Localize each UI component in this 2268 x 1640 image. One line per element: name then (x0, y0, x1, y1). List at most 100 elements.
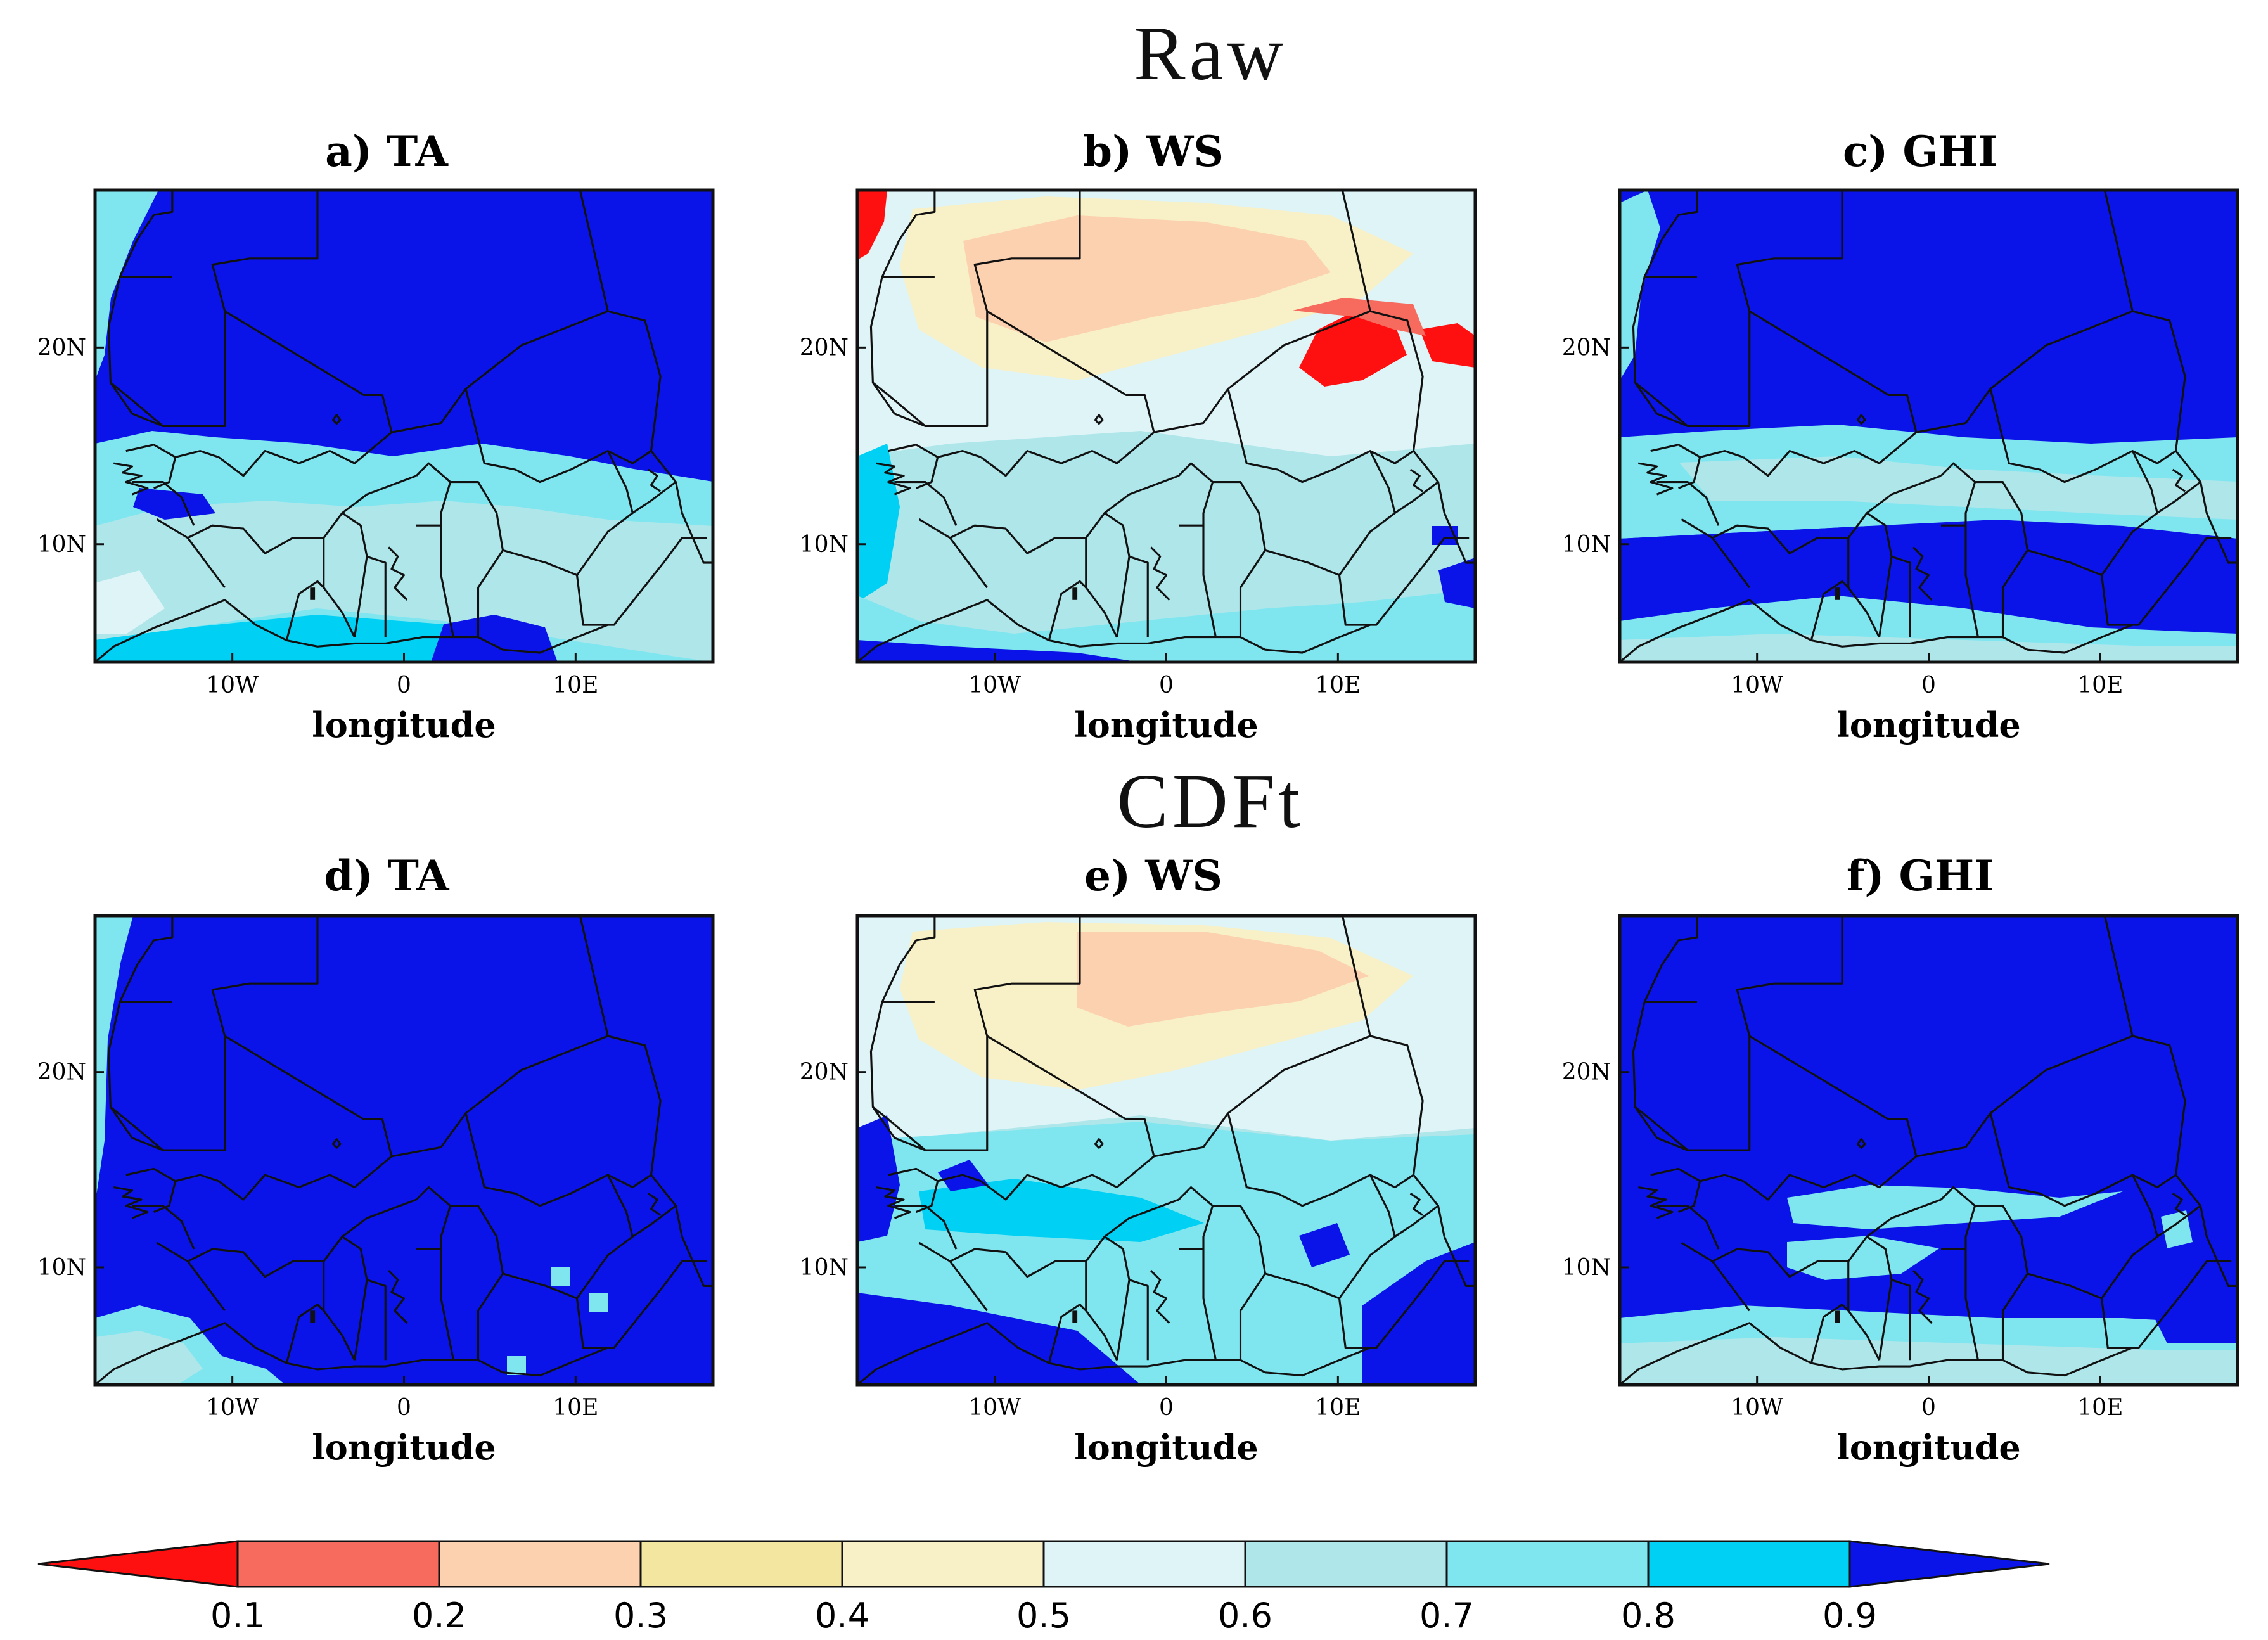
field-b-red-nw (857, 190, 887, 260)
xtick-label-b-2: 10E (1315, 672, 1361, 698)
xtick-label-e-1: 0 (1159, 1395, 1174, 1421)
field-c-sahel-light (1679, 456, 2238, 520)
axes-layer: 10W 0 10E 20N 10N longitude 10W 0 10E 20N 10N longi… (37, 335, 2124, 1468)
xtick-label-e-0: 10W (968, 1395, 1021, 1421)
map-panel-e (855, 914, 1477, 1387)
xtick-label-c-1: 0 (1921, 672, 1936, 698)
axes-b: 10W 0 10E 20N 10N longitude (800, 335, 1361, 745)
colorbar-label-1: 0.2 (412, 1596, 466, 1636)
axes-a: 10W 0 10E 20N 10N longitude (37, 335, 599, 745)
field-e-east-blue (1362, 1242, 1475, 1385)
xtick-label-a-2: 10E (553, 672, 598, 698)
xtick-label-e-2: 10E (1315, 1395, 1361, 1421)
xlabel-b: longitude (1074, 705, 1258, 745)
map-panel-d (93, 914, 715, 1387)
axes-d: 10W 0 10E 20N 10N longitude (37, 1060, 599, 1468)
xtick-label-a-0: 10W (206, 672, 259, 698)
field-d-patch2 (589, 1293, 608, 1312)
colorbar-box-1 (438, 1540, 642, 1588)
xlabel-f: longitude (1836, 1427, 2020, 1468)
field-d-coast (95, 916, 133, 1204)
ytick-label-d-1: 10N (37, 1255, 86, 1281)
field-e-desert-orange (1077, 932, 1369, 1027)
field-b-south-blue (857, 640, 1141, 662)
xlabel-c: longitude (1836, 705, 2020, 745)
panel-title-f: f) GHI (1847, 851, 1994, 900)
colorbar-label-3: 0.4 (815, 1596, 869, 1636)
field-f-south-light (1620, 1337, 2238, 1385)
section-title-raw: Raw (1134, 11, 1287, 96)
field-e-south-blue (857, 1293, 1141, 1385)
map-panel-f (1618, 914, 2239, 1387)
field-d-patch3 (507, 1356, 526, 1375)
xtick-label-b-1: 0 (1159, 672, 1174, 698)
field-e-mid-blue (1299, 1223, 1350, 1267)
field-d-patch (551, 1267, 570, 1286)
field-b-desert-orange (963, 215, 1331, 342)
field-d-south-light (95, 1331, 203, 1385)
field-a-patch (95, 570, 165, 634)
panel-title-d: d) TA (324, 851, 449, 900)
section-title-cdft: CDFt (1117, 759, 1304, 844)
xtick-label-d-0: 10W (206, 1395, 259, 1421)
colorbar-label-7: 0.8 (1621, 1596, 1675, 1636)
ytick-label-d-0: 20N (37, 1060, 86, 1086)
colorbar-box-3 (841, 1540, 1045, 1588)
colorbar-lower-triangle (37, 1540, 239, 1588)
field-f-patch-east (2161, 1210, 2193, 1248)
xtick-label-f-1: 0 (1921, 1395, 1936, 1421)
colorbar: 0.1 0.2 0.3 0.4 0.5 0.6 0.7 0.8 0.9 (37, 1540, 2050, 1636)
ytick-label-a-1: 10N (37, 532, 86, 558)
colorbar-label-5: 0.6 (1218, 1596, 1272, 1636)
panel-title-b: b) WS (1083, 127, 1224, 176)
ytick-label-f-1: 10N (1562, 1255, 1611, 1281)
colorbar-box-4 (1042, 1540, 1246, 1588)
ytick-label-f-0: 20N (1562, 1060, 1611, 1086)
map-panel-c (1618, 188, 2239, 664)
ytick-label-e-1: 10N (800, 1255, 849, 1281)
ytick-label-e-0: 20N (800, 1060, 849, 1086)
map-panel-b (855, 188, 1477, 664)
field-f-sahel2 (1787, 1236, 1939, 1280)
colorbar-box-2 (639, 1540, 843, 1588)
axes-f: 10W 0 10E 20N 10N longitude (1562, 1060, 2124, 1468)
colorbar-box-7 (1647, 1540, 1851, 1588)
xlabel-d: longitude (312, 1427, 496, 1468)
field-b-salmon (1293, 298, 1426, 336)
colorbar-label-4: 0.5 (1016, 1596, 1071, 1636)
xtick-label-d-1: 0 (397, 1395, 411, 1421)
xtick-label-c-2: 10E (2077, 672, 2123, 698)
field-f-sahel (1787, 1185, 2123, 1229)
colorbar-box-0 (236, 1540, 440, 1588)
field-a-south (431, 615, 558, 662)
panel-title-a: a) TA (325, 127, 448, 176)
field-e-sea-west (857, 1115, 900, 1242)
xtick-label-d-2: 10E (553, 1395, 598, 1421)
colorbar-label-8: 0.9 (1823, 1596, 1877, 1636)
field-b-red-chad (1419, 323, 1475, 368)
xtick-label-b-0: 10W (968, 672, 1021, 698)
field-c-south-light (1620, 634, 2238, 662)
panel-title-e: e) WS (1084, 851, 1222, 900)
field-c-mid-blue (1620, 526, 2238, 634)
colorbar-box-6 (1445, 1540, 1650, 1588)
ytick-label-b-1: 10N (800, 532, 849, 558)
field-b-east-blue (1438, 558, 1475, 608)
axes-e: 10W 0 10E 20N 10N longitude (800, 1060, 1361, 1468)
ytick-label-a-0: 20N (37, 335, 86, 361)
colorbar-upper-triangle (1848, 1540, 2050, 1588)
field-c-coastline (1620, 190, 1660, 380)
panel-title-c: c) GHI (1843, 127, 1997, 176)
colorbar-label-2: 0.3 (613, 1596, 668, 1636)
field-e-bright (919, 1179, 1204, 1242)
ytick-label-c-0: 20N (1562, 335, 1611, 361)
xtick-label-f-0: 10W (1731, 1395, 1783, 1421)
ytick-label-b-0: 20N (800, 335, 849, 361)
colorbar-label-0: 0.1 (210, 1596, 265, 1636)
field-a-coast (95, 190, 158, 380)
colorbar-label-6: 0.7 (1419, 1596, 1474, 1636)
xlabel-e: longitude (1074, 1427, 1258, 1468)
field-a-patch2 (133, 488, 215, 520)
